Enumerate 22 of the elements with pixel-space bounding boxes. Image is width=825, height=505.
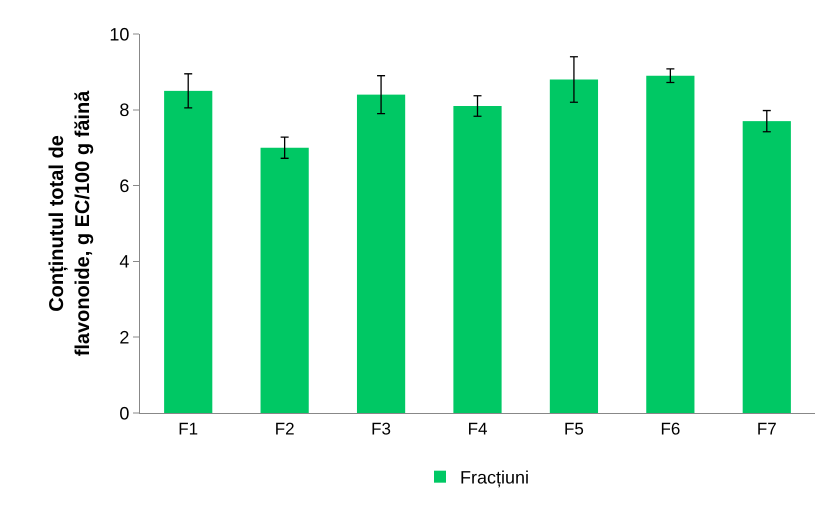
x-tick-label: F2 [274, 419, 295, 438]
y-axis-title: Conținutul total de flavonoide, g EC/100 g făină [46, 90, 94, 356]
y-tick-label: 4 [119, 252, 130, 272]
y-tick-label: 8 [119, 100, 130, 120]
y-tick-label: 0 [119, 403, 130, 424]
bar [646, 76, 694, 413]
y-tick-label: 10 [109, 24, 130, 44]
x-tick-label: F7 [756, 419, 777, 438]
bar [260, 148, 309, 413]
y-tick-label: 2 [119, 328, 130, 348]
bar [164, 90, 212, 413]
bar [742, 121, 791, 413]
bar [356, 94, 406, 413]
x-tick-label: F6 [660, 419, 680, 438]
x-tick-label: F5 [564, 419, 584, 438]
x-tick-label: F3 [371, 419, 391, 438]
x-tick-label: F4 [468, 419, 488, 438]
x-tick-label: F1 [178, 419, 198, 438]
legend-label: Fracțiuni [460, 468, 530, 488]
bar [453, 106, 502, 413]
y-tick-label: 6 [119, 176, 130, 196]
bar [550, 79, 598, 413]
